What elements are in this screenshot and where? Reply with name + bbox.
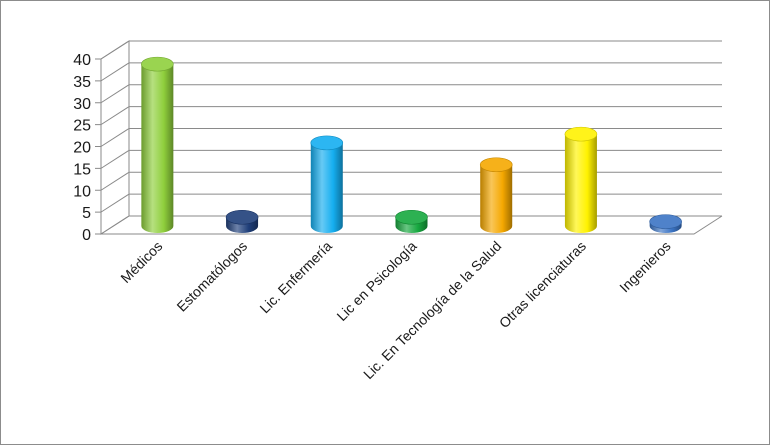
bar	[564, 126, 598, 234]
y-tick-label: 15	[73, 161, 91, 178]
y-tick-label: 30	[73, 96, 91, 113]
gridline	[100, 128, 722, 147]
gridline	[100, 171, 722, 191]
bar-body	[480, 164, 513, 234]
category-label: Médicos	[117, 238, 165, 286]
category-label: Lic. Enfermería	[256, 238, 335, 317]
bar-top	[564, 126, 598, 142]
bar-top	[310, 135, 344, 151]
y-tick-label: 25	[73, 118, 91, 135]
category-label: Estomatólogos	[173, 238, 250, 315]
gridlines	[100, 40, 722, 235]
bar-top	[225, 209, 259, 225]
bar-top	[479, 157, 513, 173]
bar	[310, 135, 344, 234]
gridline	[100, 106, 722, 126]
gridline	[100, 84, 722, 104]
y-tick-label: 5	[82, 205, 91, 222]
bar-top	[141, 56, 174, 72]
gridline	[100, 149, 722, 169]
gridline	[100, 193, 722, 213]
y-axis: 0 5 10 15 20 25 30 35 40	[73, 52, 101, 244]
bar	[225, 209, 259, 233]
category-label: Otras licenciaturas	[496, 238, 589, 331]
y-tick-label: 40	[73, 52, 91, 69]
floor-edge	[101, 215, 723, 235]
y-tick-label: 0	[82, 227, 91, 244]
bars	[141, 56, 682, 234]
bar	[395, 209, 428, 234]
bar	[649, 214, 682, 234]
category-label: Lic en Psicología	[333, 238, 419, 324]
bar-body	[564, 134, 597, 234]
bar-top	[649, 214, 682, 229]
y-tick-label: 10	[73, 183, 91, 200]
y-tick-label: 20	[73, 140, 91, 157]
bar-body	[310, 142, 343, 234]
bar-top	[395, 209, 428, 225]
bar	[141, 56, 174, 234]
category-label: Lic. En Tecnología de la Salud	[360, 238, 504, 382]
gridline	[100, 40, 722, 60]
bar-body	[141, 64, 174, 234]
y-tick-label: 35	[73, 74, 91, 91]
chart-walls	[100, 40, 723, 235]
category-label: Ingenieros	[616, 238, 674, 296]
bar	[479, 157, 513, 234]
gridline	[100, 215, 722, 235]
gridline	[100, 62, 722, 82]
